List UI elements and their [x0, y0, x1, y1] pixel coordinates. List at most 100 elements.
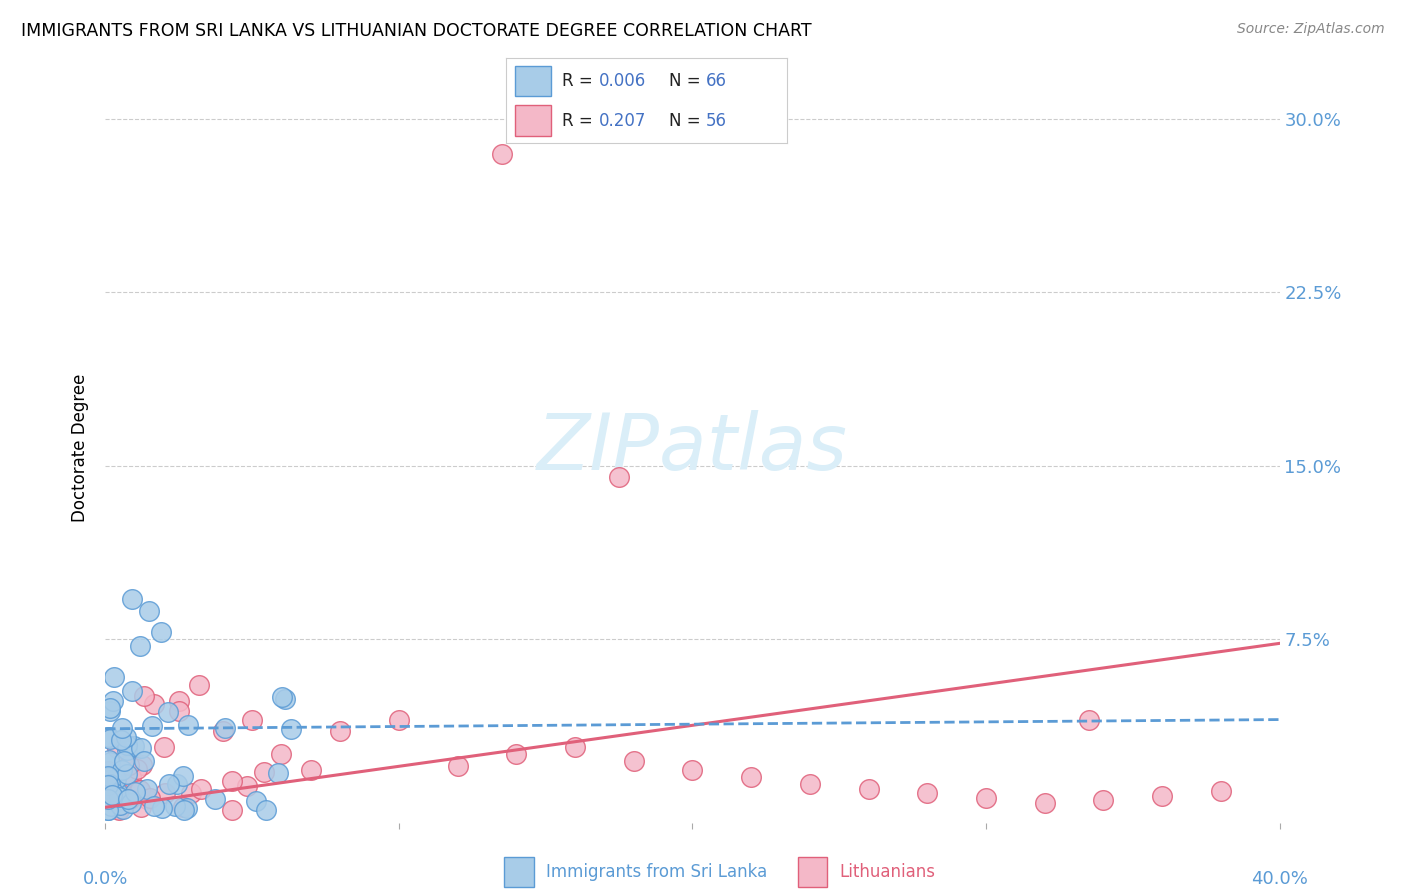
- Point: [118, 792, 141, 806]
- Point: [167, 705, 190, 719]
- Text: Source: ZipAtlas.com: Source: ZipAtlas.com: [1237, 22, 1385, 37]
- Point: [128, 783, 150, 797]
- Point: [280, 723, 302, 737]
- Point: [142, 697, 165, 711]
- FancyBboxPatch shape: [799, 857, 828, 888]
- Point: [112, 754, 135, 768]
- Point: [115, 730, 138, 744]
- Point: [681, 764, 703, 778]
- Point: [111, 721, 134, 735]
- Point: [915, 787, 938, 801]
- Point: [108, 790, 131, 805]
- Y-axis label: Doctorate Degree: Doctorate Degree: [72, 374, 89, 523]
- Point: [98, 730, 121, 744]
- Point: [564, 740, 586, 755]
- Point: [141, 719, 163, 733]
- Point: [104, 772, 127, 787]
- Point: [117, 792, 139, 806]
- Point: [111, 798, 134, 813]
- Point: [173, 803, 195, 817]
- Point: [165, 799, 187, 814]
- Text: 0.0%: 0.0%: [83, 870, 128, 888]
- Text: R =: R =: [562, 72, 599, 90]
- Point: [97, 780, 120, 794]
- Point: [107, 786, 129, 800]
- Point: [740, 770, 762, 784]
- Point: [105, 741, 128, 756]
- Point: [204, 792, 226, 806]
- Point: [115, 767, 138, 781]
- Point: [253, 765, 276, 780]
- Point: [98, 700, 121, 714]
- Point: [97, 778, 120, 792]
- Point: [129, 639, 152, 653]
- Point: [97, 803, 120, 817]
- Point: [491, 146, 513, 161]
- Point: [131, 741, 153, 756]
- Point: [120, 770, 142, 784]
- Point: [108, 798, 131, 813]
- Point: [100, 798, 122, 813]
- Point: [1209, 784, 1232, 798]
- Point: [129, 800, 152, 814]
- Point: [103, 670, 125, 684]
- Point: [97, 753, 120, 767]
- Point: [108, 803, 131, 817]
- Point: [98, 704, 121, 718]
- Point: [150, 624, 173, 639]
- Point: [221, 803, 243, 817]
- Point: [103, 785, 125, 799]
- Point: [107, 801, 129, 815]
- Text: 0.006: 0.006: [599, 72, 647, 90]
- Point: [103, 786, 125, 800]
- Point: [156, 705, 179, 719]
- Point: [132, 754, 155, 768]
- Point: [121, 592, 143, 607]
- Point: [270, 747, 292, 762]
- Point: [155, 786, 177, 800]
- Point: [1152, 789, 1174, 803]
- Point: [143, 799, 166, 814]
- Point: [97, 770, 120, 784]
- Point: [98, 756, 121, 770]
- Text: R =: R =: [562, 112, 599, 129]
- Point: [180, 786, 202, 800]
- Point: [114, 790, 136, 805]
- Point: [446, 758, 468, 772]
- Point: [245, 794, 267, 808]
- Point: [97, 769, 120, 783]
- Point: [98, 794, 121, 808]
- Point: [274, 691, 297, 706]
- Point: [266, 765, 288, 780]
- Text: 0.207: 0.207: [599, 112, 647, 129]
- Text: N =: N =: [669, 112, 706, 129]
- Point: [177, 718, 200, 732]
- Point: [607, 470, 630, 484]
- FancyBboxPatch shape: [505, 857, 534, 888]
- Point: [118, 758, 141, 772]
- Point: [1033, 796, 1056, 810]
- Point: [103, 784, 125, 798]
- Text: 40.0%: 40.0%: [1251, 870, 1308, 888]
- Point: [188, 678, 211, 692]
- Point: [505, 747, 527, 762]
- Point: [134, 689, 156, 703]
- Point: [110, 733, 132, 747]
- Point: [136, 792, 159, 806]
- Point: [117, 739, 139, 753]
- Text: Lithuanians: Lithuanians: [839, 863, 935, 881]
- Point: [120, 796, 142, 810]
- Point: [190, 781, 212, 796]
- Point: [111, 763, 134, 777]
- Point: [103, 694, 125, 708]
- Point: [100, 732, 122, 747]
- Point: [122, 739, 145, 753]
- Point: [136, 782, 159, 797]
- Bar: [515, 66, 551, 96]
- Point: [254, 803, 277, 817]
- Point: [214, 721, 236, 735]
- Point: [121, 684, 143, 698]
- Point: [128, 782, 150, 797]
- Point: [240, 713, 263, 727]
- Point: [271, 690, 294, 704]
